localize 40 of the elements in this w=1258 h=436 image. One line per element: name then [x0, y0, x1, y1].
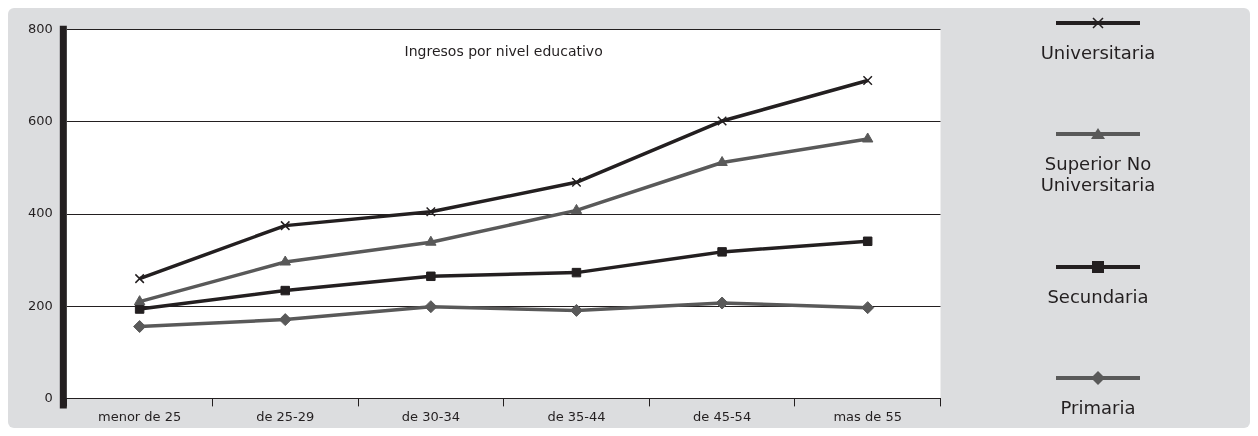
point [717, 116, 728, 127]
point [862, 236, 873, 247]
point [715, 296, 729, 310]
point [133, 295, 146, 306]
x-tick-label: de 30-34 [401, 408, 460, 424]
legend-label: Primaria [1059, 396, 1137, 418]
point [133, 320, 147, 334]
x-tick-label: de 35-44 [547, 408, 606, 424]
point [280, 220, 291, 231]
point [862, 132, 874, 143]
point [426, 271, 436, 282]
point [717, 247, 727, 257]
legend-label: Universitaria [1039, 42, 1157, 63]
y-tick-label: 200 [27, 297, 53, 313]
x-tick-label: menor de 25 [97, 408, 182, 424]
point [134, 273, 145, 284]
y-tick-label: 600 [27, 113, 53, 129]
point [134, 304, 145, 314]
y-tick-label: 800 [27, 21, 53, 37]
point [716, 156, 728, 166]
x-tick-label: de 25-29 [256, 408, 315, 424]
point [570, 203, 583, 214]
point [862, 75, 873, 86]
x-tick-label: de 45-54 [692, 408, 752, 424]
point [569, 303, 583, 317]
point [280, 285, 290, 296]
x-tick-label: mas de 55 [833, 408, 902, 424]
point [861, 301, 875, 315]
point [571, 177, 582, 188]
legend-label: Superior No Universitaria [1039, 153, 1157, 196]
point [278, 313, 292, 327]
text: Ingresos por nivel educativo [404, 43, 603, 60]
point [425, 235, 437, 246]
point [279, 255, 291, 266]
point [425, 206, 436, 217]
y-tick-label: 0 [44, 389, 53, 405]
point [571, 267, 582, 278]
legend-label: Secundaria [1046, 285, 1150, 307]
y-tick-label: 400 [27, 205, 53, 221]
point [424, 300, 438, 314]
